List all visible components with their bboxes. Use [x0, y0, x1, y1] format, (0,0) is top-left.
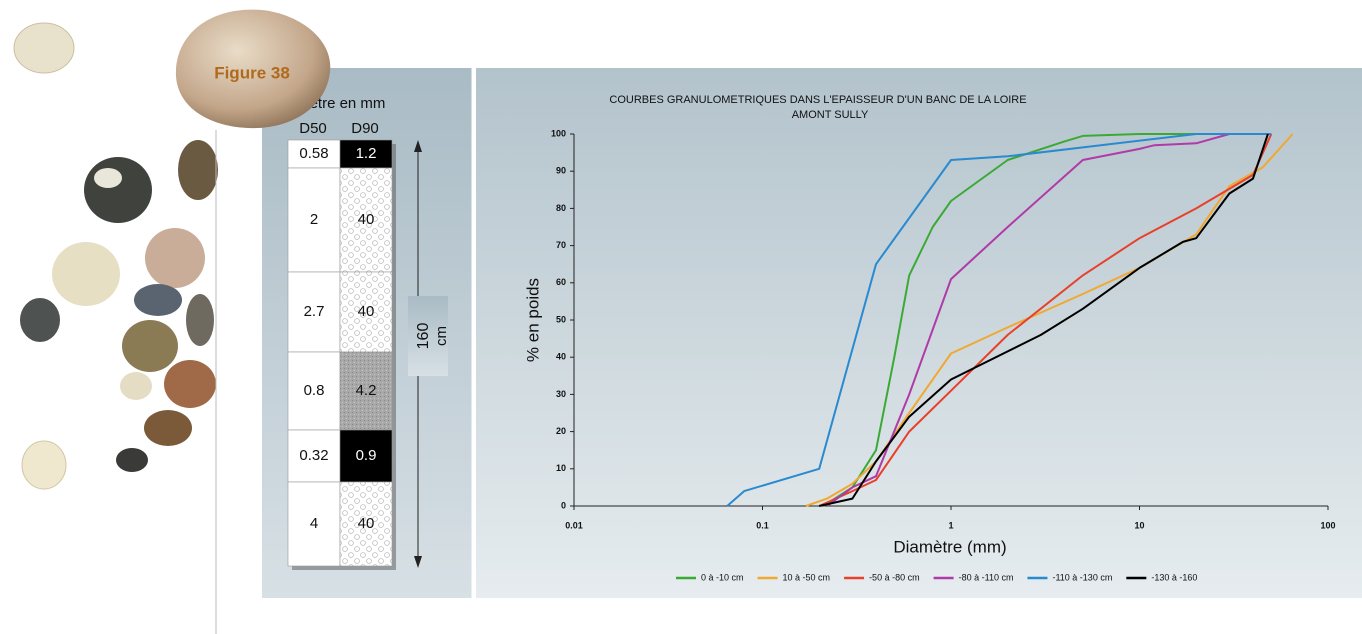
x-tick-label: 0.1	[756, 520, 769, 530]
y-tick-label: 100	[551, 128, 566, 138]
legend-label: 0 à -10 cm	[701, 572, 744, 582]
chart-title: COURBES GRANULOMETRIQUES DANS L'EPAISSEU…	[609, 94, 1026, 106]
legend-label: -50 à -80 cm	[869, 572, 920, 582]
height-label: 160	[415, 323, 432, 350]
y-axis-label: % en poids	[523, 278, 542, 362]
y-tick-label: 10	[556, 463, 566, 473]
figure-label: Figure 38	[214, 63, 290, 82]
legend-label: 10 à -50 cm	[783, 572, 831, 582]
x-tick-label: 10	[1134, 520, 1144, 530]
y-tick-label: 70	[556, 240, 566, 250]
x-tick-label: 100	[1320, 520, 1335, 530]
x-tick-label: 1	[948, 520, 953, 530]
x-axis-label: Diamètre (mm)	[893, 537, 1006, 556]
cell-value: 4	[310, 515, 318, 532]
y-tick-label: 80	[556, 203, 566, 213]
legend-label: -80 à -110 cm	[959, 572, 1014, 582]
y-tick-label: 0	[561, 500, 566, 510]
chart-subtitle: AMONT SULLY	[792, 109, 869, 121]
x-tick-label: 0.01	[565, 520, 583, 530]
column-header: D50	[299, 120, 327, 137]
cell-value: 1.2	[356, 145, 377, 162]
cell-value: 0.58	[299, 145, 328, 162]
y-tick-label: 40	[556, 352, 566, 362]
cell-value: 2.7	[304, 303, 325, 320]
cell-value: 40	[358, 303, 375, 320]
y-tick-label: 90	[556, 166, 566, 176]
column-header: D90	[351, 120, 379, 137]
y-tick-label: 30	[556, 389, 566, 399]
cell-value: 0.32	[299, 447, 328, 464]
cell-value: 40	[358, 211, 375, 228]
height-unit: cm	[433, 326, 450, 346]
y-tick-label: 50	[556, 314, 566, 324]
cell-value: 40	[358, 515, 375, 532]
chart-panel	[476, 68, 1362, 598]
y-tick-label: 60	[556, 277, 566, 287]
figure-badge: Figure 38	[176, 10, 330, 129]
cell-value: 0.9	[356, 447, 377, 464]
legend-label: -130 à -160	[1151, 572, 1197, 582]
figure-page: Diamètre en mm D50 D90 160 cm 0.581.2240…	[0, 0, 1362, 634]
legend-label: -110 à -130 cm	[1052, 572, 1112, 582]
cell-value: 4.2	[356, 382, 377, 399]
cell-value: 0.8	[304, 382, 325, 399]
y-tick-label: 20	[556, 426, 566, 436]
cell-value: 2	[310, 211, 318, 228]
